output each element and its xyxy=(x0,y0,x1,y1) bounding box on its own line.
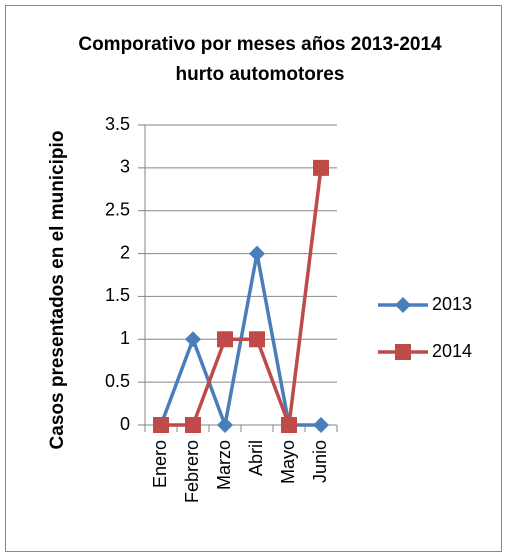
y-tick-label: 3 xyxy=(120,157,130,177)
marker xyxy=(249,245,265,262)
y-tick-label: 2.5 xyxy=(105,199,130,219)
x-tick-label: Mayo xyxy=(278,440,298,484)
marker xyxy=(185,331,201,348)
y-tick-label: 1 xyxy=(120,328,130,348)
y-tick-label: 2 xyxy=(120,242,130,262)
x-tick-label: Enero xyxy=(150,440,170,488)
x-tick-label: Marzo xyxy=(214,440,234,490)
legend-label: 2013 xyxy=(432,294,472,314)
legend-label: 2014 xyxy=(432,341,472,361)
chart-title: Comporativo por meses años 2013-2014 hur… xyxy=(78,34,442,85)
marker xyxy=(153,417,169,433)
x-tick-label: Abril xyxy=(246,440,266,476)
y-tick-label: 0.5 xyxy=(105,371,130,391)
marker xyxy=(395,297,411,313)
y-tick-label: 3.5 xyxy=(105,114,130,134)
marker xyxy=(313,159,329,176)
marker xyxy=(217,417,233,433)
x-tick-label: Febrero xyxy=(182,440,202,503)
marker xyxy=(185,417,201,433)
marker xyxy=(217,331,233,348)
marker xyxy=(313,417,329,433)
y-tick-label: 1.5 xyxy=(105,285,130,305)
y-tick-label: 0 xyxy=(120,414,130,434)
y-axis-label: Casos presentados en el municipio xyxy=(47,131,68,450)
marker xyxy=(281,417,297,433)
marker xyxy=(395,344,411,360)
x-tick-label: Junio xyxy=(310,440,330,483)
marker xyxy=(249,331,265,348)
